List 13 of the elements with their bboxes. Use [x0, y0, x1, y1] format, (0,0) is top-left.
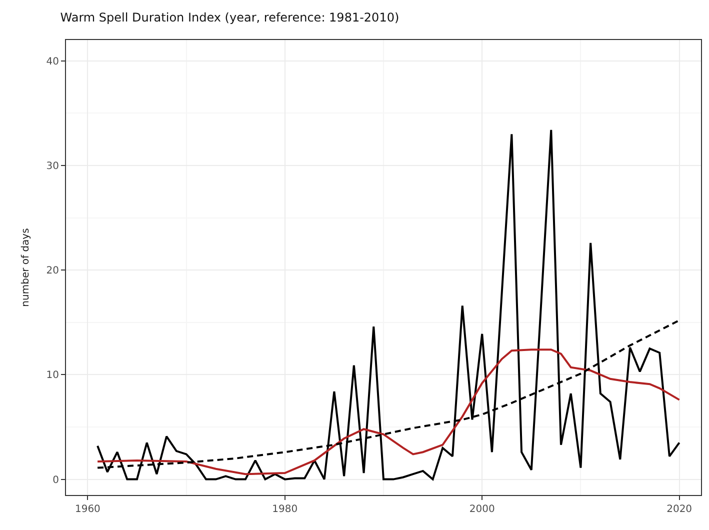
y-tick-label: 20 [46, 266, 59, 277]
y-tick-label: 10 [46, 370, 59, 382]
y-tick-label: 0 [52, 474, 59, 486]
y-tick-label: 30 [46, 161, 59, 172]
y-tick-label: 40 [46, 56, 59, 68]
x-tick-label: 2020 [666, 504, 692, 515]
x-tick-label: 2000 [469, 504, 495, 515]
line-series [96, 348, 680, 476]
chart-title: Warm Spell Duration Index (year, reference: 1981-2010) [60, 10, 400, 25]
x-tick-label: 1980 [272, 504, 298, 515]
x-tick-label: 1960 [74, 504, 100, 515]
line-series [96, 128, 680, 480]
y-axis-title: number of days [20, 228, 32, 307]
